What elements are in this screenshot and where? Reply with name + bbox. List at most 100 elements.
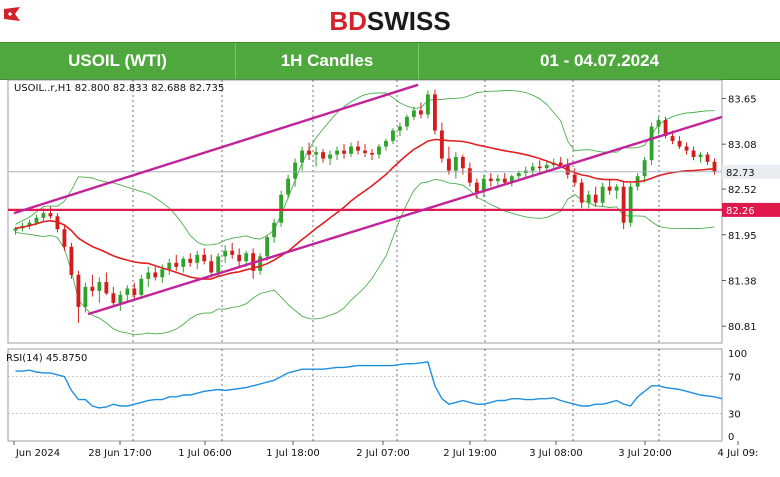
candle-body [300, 150, 305, 163]
candle-body [104, 282, 109, 294]
brand-wordmark: BDSWISS [329, 6, 450, 36]
candle-body [425, 94, 430, 115]
candle-body [670, 136, 675, 141]
rsi-tick-label: 70 [728, 373, 741, 384]
candle-body [132, 288, 137, 295]
candle-body [342, 150, 346, 154]
candle-body [272, 222, 277, 238]
candle-body [453, 156, 458, 171]
support-price-badge [722, 202, 780, 217]
candle-body [398, 126, 402, 131]
brand-part-swiss: SWISS [366, 6, 451, 36]
candle-body [48, 213, 53, 217]
moving-average-line [15, 138, 715, 280]
y-tick-label: 83.65 [728, 94, 757, 105]
symbol-info-label: USOIL..r,H1 82.800 82.833 82.688 82.735 [14, 83, 224, 94]
x-tick-label: Jun 2024 [15, 448, 60, 459]
rsi-line [15, 361, 722, 409]
candle-body [530, 166, 535, 171]
bollinger-upper-band [15, 90, 715, 246]
candle-body [76, 274, 81, 307]
candle-body [614, 186, 619, 191]
candle-body [90, 286, 95, 291]
x-tick-label: 2 Jul 07:00 [356, 448, 410, 459]
candle-body [698, 154, 703, 157]
candle-body [258, 256, 263, 271]
candle-body [216, 256, 221, 273]
candle-body [328, 154, 332, 159]
candle-body [118, 294, 123, 303]
x-tick-label: 4 Jul 09: [718, 448, 759, 459]
candle-body [307, 150, 312, 155]
candle-body [537, 166, 542, 169]
candle-body [146, 272, 151, 279]
candle-body [544, 164, 549, 169]
candle-body [370, 152, 374, 155]
candle-body [223, 250, 228, 257]
candle-body [349, 146, 353, 154]
candle-body [174, 262, 179, 267]
price-pane-frame [7, 79, 723, 344]
rsi-label: RSI(14) 45.8750 [6, 353, 87, 364]
brand-part-bd: BD [329, 6, 367, 36]
candle-body [356, 146, 360, 151]
candle-body [712, 161, 717, 172]
candle-body [642, 160, 647, 177]
candle-body [656, 120, 661, 127]
candle-body [607, 186, 612, 191]
candle-body [391, 130, 395, 141]
brand-logo: BDSWISS [0, 6, 780, 40]
candle-body [167, 262, 172, 270]
candle-body [405, 116, 409, 127]
candle-body [439, 130, 444, 159]
y-tick-label: 81.38 [728, 276, 757, 287]
candle-body [432, 94, 437, 131]
candle-body [705, 154, 710, 162]
candle-body [509, 176, 514, 183]
candle-body [181, 258, 186, 267]
x-tick-label: 3 Jul 20:00 [618, 448, 672, 459]
candle-body [579, 182, 584, 203]
x-tick-label: 1 Jul 06:00 [178, 448, 232, 459]
candle-body [412, 110, 416, 117]
x-tick-label: 1 Jul 18:00 [266, 448, 320, 459]
candle-body [384, 140, 388, 147]
candle-body [314, 152, 318, 155]
candle-body [586, 194, 591, 203]
candle-body [363, 150, 367, 153]
candle-body [41, 213, 46, 218]
candle-body [321, 152, 325, 159]
candle-body [209, 261, 214, 273]
candle-body [684, 146, 689, 151]
candle-body [153, 272, 158, 278]
support-price-label: 82.26 [726, 206, 755, 217]
instrument-title: USOIL (WTI) [0, 43, 236, 79]
rsi-tick-label: 0 [728, 432, 734, 443]
candle-body [293, 162, 298, 179]
candle-body [195, 254, 200, 263]
timeframe-title: 1H Candles [236, 43, 419, 79]
candle-body [467, 168, 472, 183]
bollinger-lower-band [15, 178, 715, 336]
candle-body [418, 110, 423, 115]
x-tick-label: 28 Jun 17:00 [88, 448, 152, 459]
candle-body [62, 229, 67, 247]
candle-body [600, 186, 605, 203]
candle-body [677, 140, 682, 147]
candle-body [13, 228, 18, 231]
candle-body [244, 253, 249, 262]
candle-body [663, 120, 668, 137]
y-tick-label: 83.08 [728, 140, 757, 151]
candle-body [97, 282, 102, 291]
candle-body [160, 269, 165, 278]
channel-lower-line [87, 115, 723, 316]
date-range-title: 01 - 04.07.2024 [539, 51, 660, 70]
candle-body [516, 173, 521, 177]
candle-body [377, 146, 381, 155]
candle-body [125, 288, 130, 295]
y-tick-label: 82.52 [728, 185, 757, 196]
candle-body [188, 258, 193, 263]
candle-body [495, 178, 500, 182]
current-price-badge [722, 164, 780, 179]
y-tick-label: 80.81 [728, 322, 757, 333]
